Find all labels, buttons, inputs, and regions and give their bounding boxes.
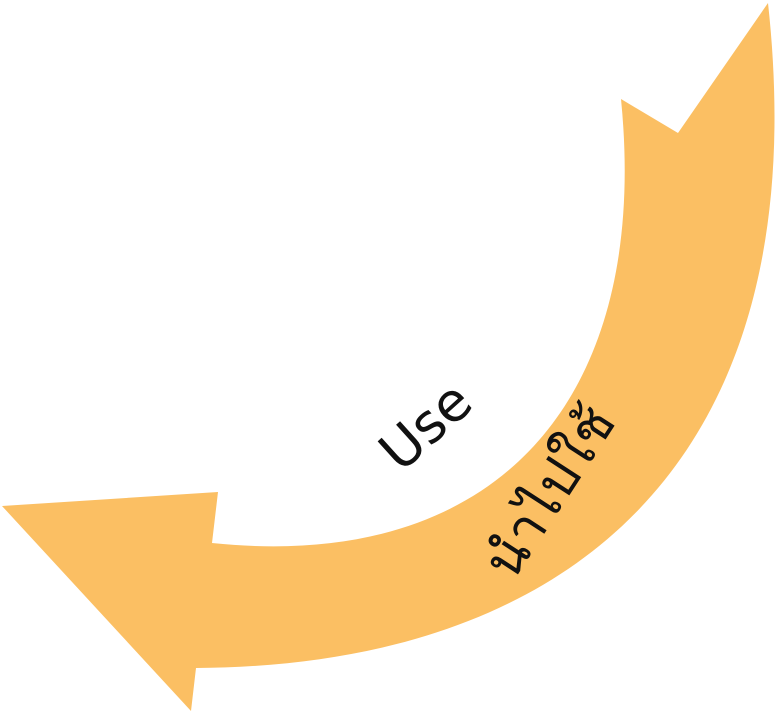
use-label: Use bbox=[367, 369, 484, 483]
curved-arrow-shape bbox=[2, 3, 775, 711]
